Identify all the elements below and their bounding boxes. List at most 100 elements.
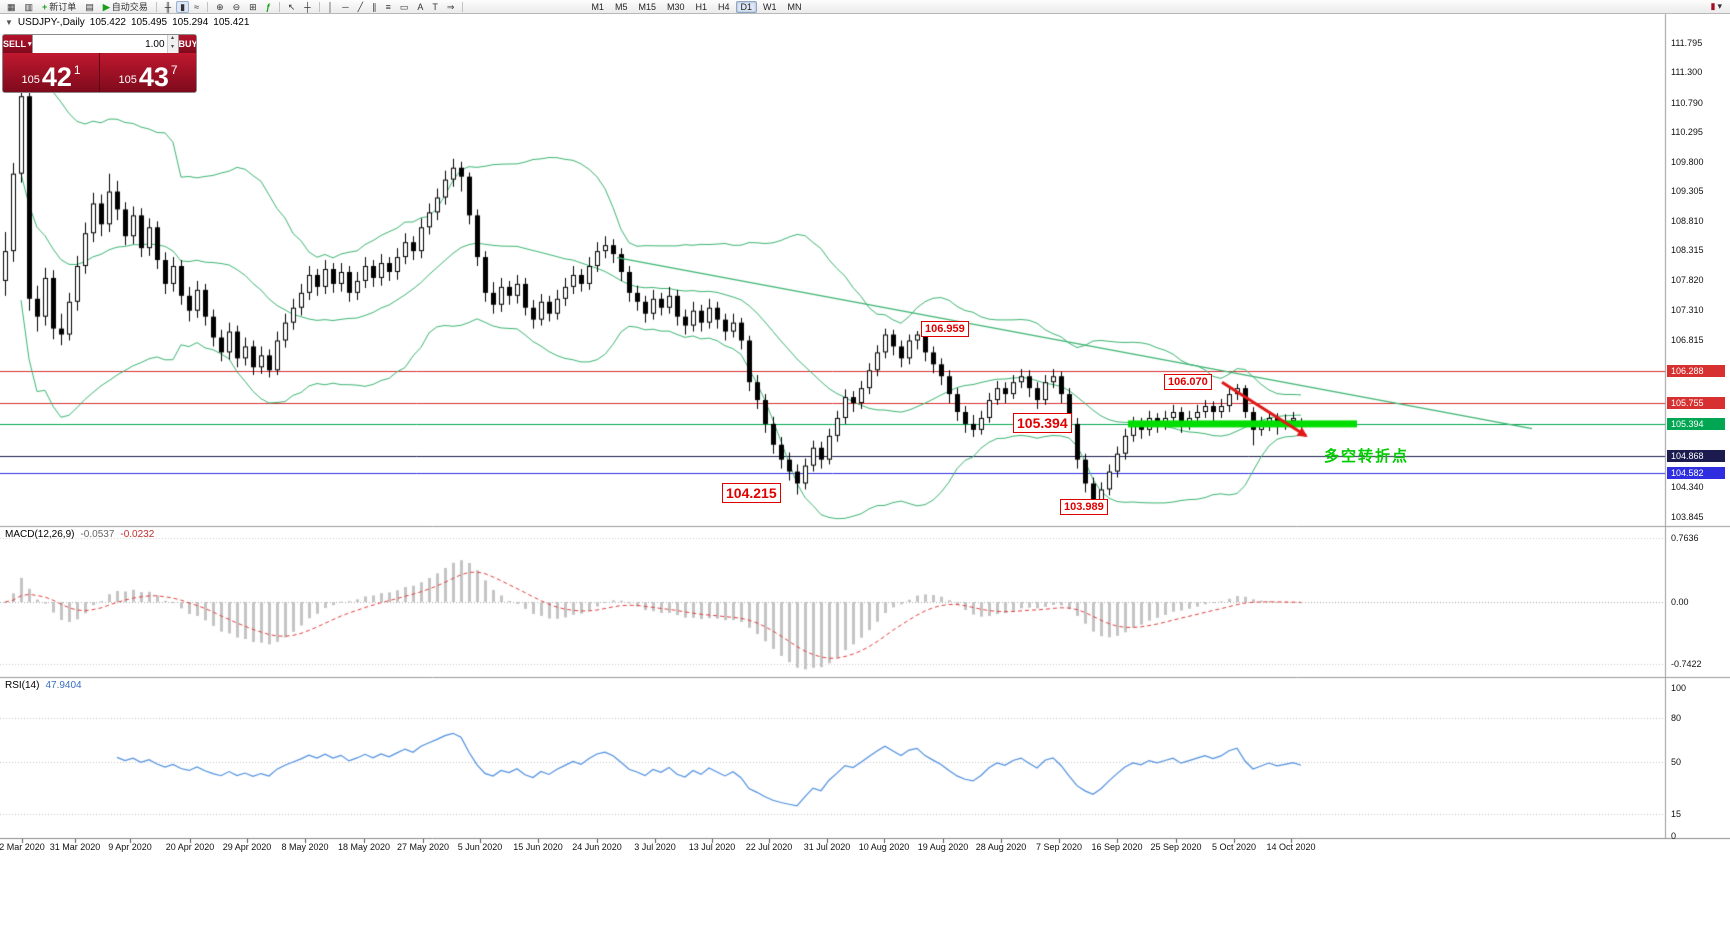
zoom-out-button-icon: ⊖: [232, 1, 241, 12]
vertical-line-button[interactable]: │: [324, 1, 338, 13]
bar-chart-button-icon: ╫: [164, 1, 172, 12]
macd-name: MACD(12,26,9): [5, 529, 75, 540]
charts-button-icon: ▤: [85, 1, 94, 12]
arrows-button[interactable]: ⇒: [443, 1, 459, 13]
cursor-button[interactable]: ↖: [284, 1, 300, 13]
toolbar-separator: [278, 1, 280, 12]
date-label: 31 Jul 2020: [803, 842, 851, 852]
sell-options-caret-icon: ▾: [28, 41, 32, 48]
chart-window-button[interactable]: ▦: [3, 1, 20, 13]
cursor-button-icon: ↖: [287, 1, 296, 12]
rsi-indicator-label: RSI(14) 47.9404: [5, 680, 82, 691]
sell-button[interactable]: 105 42 1: [3, 53, 99, 92]
auto-trading-button[interactable]: ▶ 自动交易: [99, 1, 152, 13]
timeframe-m15-button[interactable]: M15: [638, 1, 656, 12]
date-label: 7 Sep 2020: [1035, 842, 1083, 852]
macd-scale-label: 0.00: [1671, 597, 1689, 607]
horizontal-line-button[interactable]: ─: [338, 1, 352, 13]
price-scale-label: 106.815: [1671, 334, 1704, 345]
market-watch-button-icon: ▥: [24, 1, 34, 12]
date-label: 29 Apr 2020: [222, 842, 272, 852]
price-annotation-box[interactable]: 104.215: [722, 483, 781, 503]
lot-increase-button[interactable]: ▴: [167, 35, 178, 44]
price-annotation-box[interactable]: 103.989: [1060, 499, 1108, 515]
zoom-in-button[interactable]: ⊕: [212, 1, 228, 13]
turning-point-label[interactable]: 多空转折点: [1324, 448, 1410, 465]
one-click-toggle-button[interactable]: ▼: [5, 18, 13, 27]
zoom-out-button[interactable]: ⊖: [229, 1, 245, 13]
price-scale-label: 104.340: [1671, 482, 1704, 493]
price-annotation-box[interactable]: 106.070: [1164, 374, 1212, 390]
tile-windows-button-icon: ⊞: [249, 1, 257, 12]
rsi-scale-label: 100: [1671, 683, 1687, 693]
rsi-value: 47.9404: [45, 680, 82, 691]
timeframe-mn-button[interactable]: MN: [787, 1, 802, 12]
candlestick-chart-button-icon: ▮: [180, 1, 186, 12]
crosshair-button-icon: ┼: [304, 1, 311, 12]
timeframe-w1-button[interactable]: W1: [763, 1, 777, 12]
bar-chart-button[interactable]: ╫: [161, 1, 175, 13]
date-label: 22 Jul 2020: [745, 842, 793, 852]
price-scale-label: 107.820: [1671, 274, 1704, 285]
rsi-scale-label: 15: [1671, 808, 1682, 819]
market-watch-button[interactable]: ▥: [21, 1, 38, 13]
text-button-icon: A: [417, 1, 424, 12]
price-annotation-box[interactable]: 105.394: [1013, 413, 1072, 433]
date-label: 9 Apr 2020: [108, 842, 152, 852]
date-label: 2 Mar 2020: [0, 842, 45, 852]
text-label-button-icon: T: [432, 1, 438, 12]
timeframe-m1-button[interactable]: M1: [591, 1, 604, 12]
timeframe-h4-button[interactable]: H4: [718, 1, 730, 12]
sell-price-big: 42: [41, 62, 72, 92]
timeframe-m30-button[interactable]: M30: [666, 1, 685, 12]
rsi-scale-label: 0: [1671, 831, 1677, 841]
horizontal-line-button-icon: ─: [342, 1, 349, 12]
price-annotation-box[interactable]: 106.959: [921, 321, 969, 337]
line-chart-button[interactable]: ≈: [190, 1, 203, 13]
buy-tab[interactable]: BUY: [178, 35, 196, 53]
crosshair-button[interactable]: ┼: [300, 1, 314, 13]
one-click-trading-widget: SELL ▾ ▴ ▾ BUY 105 42 1 105 43 7: [2, 34, 197, 93]
text-button[interactable]: A: [413, 1, 427, 13]
date-label: 14 Oct 2020: [1266, 842, 1316, 852]
equidistant-channel-button[interactable]: ∥: [368, 1, 381, 13]
candlestick-chart-button[interactable]: ▮: [176, 0, 190, 13]
date-label: 3 Jul 2020: [634, 842, 676, 852]
shapes-button[interactable]: ▭: [396, 1, 413, 13]
lot-decrease-button[interactable]: ▾: [167, 44, 178, 53]
price-scale-label: 103.845: [1671, 511, 1704, 522]
toolbar-separator: [155, 1, 157, 12]
trendline-button[interactable]: ╱: [354, 1, 367, 13]
sell-price-prefix: 105: [21, 74, 40, 86]
price-scale-label: 109.800: [1671, 156, 1704, 167]
macd-scale-label: 0.7636: [1671, 533, 1699, 543]
equidistant-channel-button-icon: ∥: [372, 1, 377, 12]
fibonacci-button[interactable]: ≡: [382, 1, 395, 13]
toolbar-separator: [462, 1, 464, 12]
indicators-button[interactable]: ƒ: [262, 1, 275, 13]
timeframe-d1-button[interactable]: D1: [735, 0, 758, 13]
timeframe-h1-button[interactable]: H1: [695, 1, 708, 12]
price-scale-label: 109.305: [1671, 186, 1704, 197]
date-label: 13 Jul 2020: [688, 842, 736, 852]
date-label: 20 Apr 2020: [165, 842, 215, 852]
text-label-button[interactable]: T: [428, 1, 442, 13]
timeframe-m5-button[interactable]: M5: [614, 1, 628, 12]
buy-price-big: 43: [138, 62, 169, 92]
sell-label: SELL: [3, 39, 27, 49]
lot-size-input[interactable]: [32, 35, 167, 53]
new-order-button[interactable]: + 新订单: [38, 1, 80, 13]
rsi-scale-label: 80: [1671, 712, 1682, 723]
price-level-badge: 104.582: [1667, 466, 1725, 479]
sell-tab[interactable]: SELL ▾: [3, 35, 32, 53]
price-level-badge: 105.394: [1667, 418, 1725, 431]
toolbar-more-button[interactable]: ▮ ▾: [1711, 1, 1722, 12]
date-label: 19 Aug 2020: [917, 842, 969, 852]
buy-button[interactable]: 105 43 7: [100, 53, 196, 92]
auto-trading-button-icon: ▶: [102, 1, 110, 12]
date-label: 5 Oct 2020: [1211, 842, 1257, 852]
charts-button[interactable]: ▤: [81, 1, 98, 13]
tile-windows-button[interactable]: ⊞: [245, 1, 261, 13]
main-toolbar: ▦ ▥ + 新订单 ▤ ▶ 自动交易 ╫ ▮ ≈ ⊕ ⊖ ⊞ ƒ ↖ ┼ │ ─ ╱ ∥ ≡ ▭ A T ⇒ M1 M5 M15 M30…: [0, 0, 1730, 14]
